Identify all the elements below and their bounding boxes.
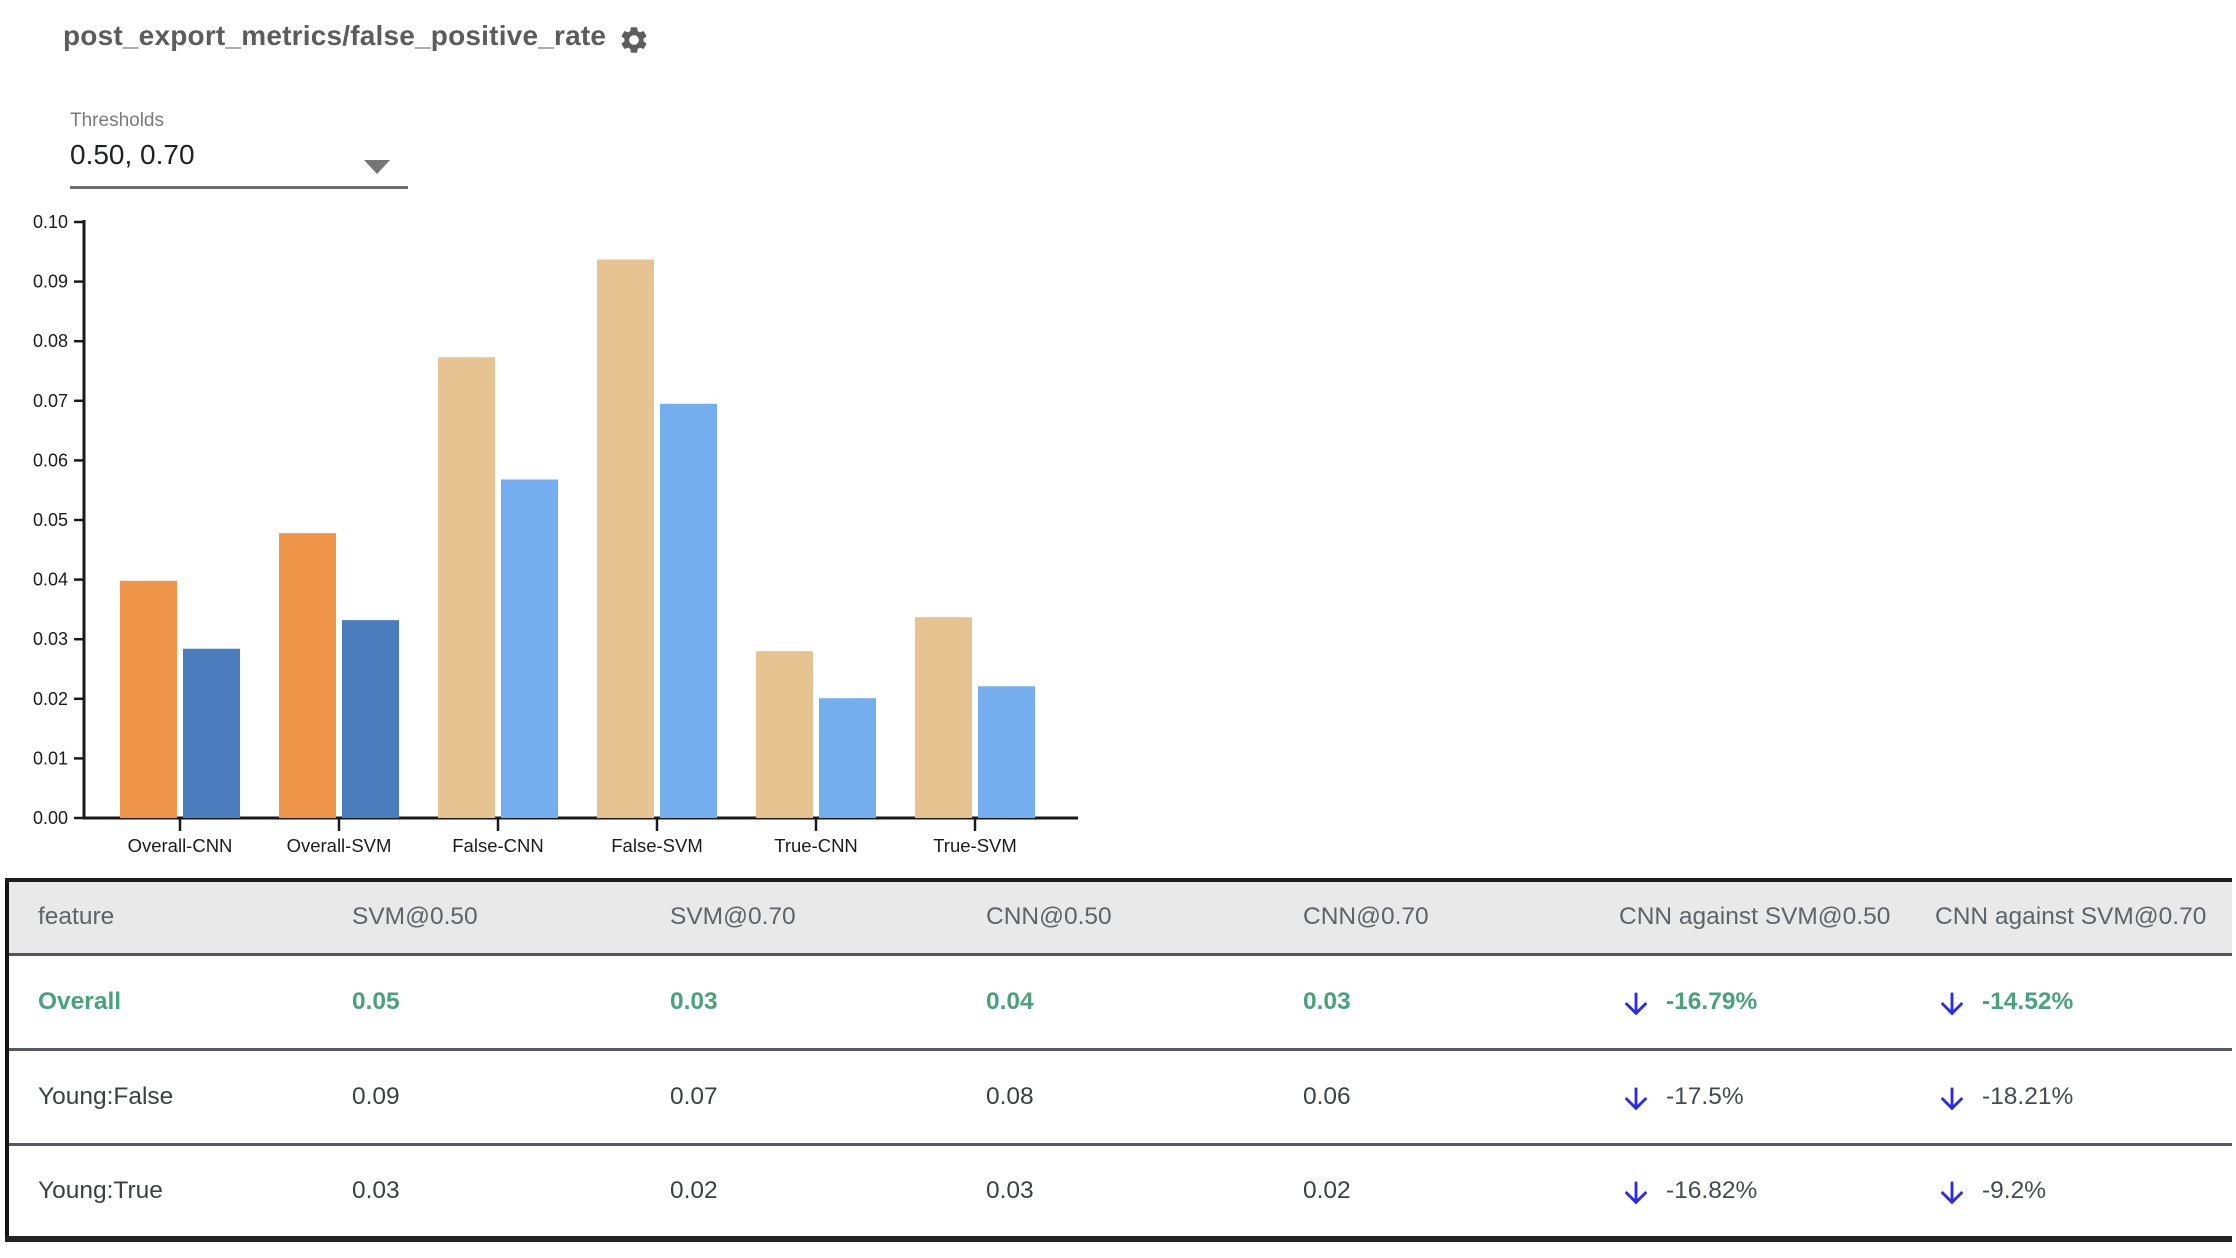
delta-cell: -9.2% — [1935, 1144, 2232, 1239]
bar-false-cnn-threshold0.70[interactable] — [501, 479, 558, 818]
value-cell: 0.03 — [352, 1176, 400, 1204]
value-cell: 0.02 — [670, 1176, 718, 1204]
table-row-young-true: Young:True 0.03 0.02 0.03 0.02 -16.82% -… — [7, 1144, 2232, 1239]
x-tick-label: False-SVM — [611, 835, 703, 856]
bar-chart[interactable]: 0.00 0.01 0.02 0.03 0.04 0.05 0.06 0.07 0.08 0.09… — [0, 200, 1130, 890]
bar-false-cnn-threshold0.50[interactable] — [438, 357, 495, 818]
y-tick-label: 0.03 — [33, 629, 68, 649]
bar-false-svm-threshold0.70[interactable] — [660, 403, 717, 818]
metrics-table: feature SVM@0.50 SVM@0.70 CNN@0.50 CNN@0… — [5, 878, 2232, 1242]
delta-cell: -16.82% — [1619, 1144, 1935, 1239]
feature-cell: Overall — [38, 987, 122, 1015]
bar-false-svm-threshold0.50[interactable] — [597, 259, 654, 819]
x-tick-label: True-SVM — [933, 835, 1017, 856]
down-arrow-icon — [1619, 987, 1653, 1021]
down-arrow-icon — [1935, 1082, 1969, 1116]
dropdown-underline — [70, 186, 408, 189]
column-header-feature: feature — [38, 903, 115, 931]
value-cell: 0.04 — [986, 987, 1034, 1015]
thresholds-label: Thresholds — [70, 110, 164, 131]
y-tick-label: 0.02 — [33, 689, 68, 709]
bar-overall-svm-threshold0.70[interactable] — [342, 620, 399, 818]
value-cell: 0.08 — [986, 1082, 1034, 1110]
column-header-cnn-vs-svm-070: CNN against SVM@0.70 — [1935, 903, 2207, 931]
chevron-down-icon — [364, 160, 390, 174]
value-cell: 0.03 — [670, 987, 718, 1015]
feature-cell: Young:False — [38, 1082, 174, 1110]
value-cell: 0.05 — [352, 987, 400, 1015]
value-cell: 0.03 — [1303, 987, 1351, 1015]
x-tick-label: Overall-SVM — [287, 835, 392, 856]
bar-true-cnn-threshold0.50[interactable] — [756, 651, 813, 818]
column-header-cnn-050: CNN@0.50 — [986, 903, 1112, 931]
table-row-overall: Overall 0.05 0.03 0.04 0.03 -16.79% -14.… — [7, 954, 2232, 1049]
feature-cell: Young:True — [38, 1176, 163, 1204]
value-cell: 0.02 — [1303, 1176, 1351, 1204]
bar-true-svm-threshold0.50[interactable] — [915, 617, 972, 818]
value-cell: 0.06 — [1303, 1082, 1351, 1110]
column-header-cnn-vs-svm-050: CNN against SVM@0.50 — [1619, 903, 1891, 931]
bar-true-svm-threshold0.70[interactable] — [978, 686, 1035, 818]
bar-true-cnn-threshold0.70[interactable] — [819, 698, 876, 818]
down-arrow-icon — [1935, 1176, 1969, 1210]
y-tick-label: 0.06 — [33, 450, 68, 470]
value-cell: 0.07 — [670, 1082, 718, 1110]
table-header-row: feature SVM@0.50 SVM@0.70 CNN@0.50 CNN@0… — [7, 880, 2232, 954]
column-header-cnn-070: CNN@0.70 — [1303, 903, 1429, 931]
x-tick-label: False-CNN — [452, 835, 543, 856]
down-arrow-icon — [1935, 987, 1969, 1021]
table-row-young-false: Young:False 0.09 0.07 0.08 0.06 -17.5% -… — [7, 1049, 2232, 1144]
bar-overall-cnn-threshold0.50[interactable] — [120, 580, 177, 818]
column-header-svm-050: SVM@0.50 — [352, 903, 478, 931]
value-cell: 0.09 — [352, 1082, 400, 1110]
delta-value: -17.5% — [1666, 1082, 1744, 1110]
x-tick-label: True-CNN — [774, 835, 858, 856]
thresholds-value: 0.50, 0.70 — [70, 139, 195, 170]
x-tick-label: Overall-CNN — [128, 835, 233, 856]
delta-cell: -14.52% — [1935, 954, 2232, 1049]
delta-value: -18.21% — [1982, 1082, 2074, 1110]
y-tick-label: 0.05 — [33, 510, 68, 530]
y-tick-label: 0.07 — [33, 391, 68, 411]
delta-cell: -16.79% — [1619, 954, 1935, 1049]
delta-value: -14.52% — [1982, 987, 2074, 1015]
delta-value: -9.2% — [1982, 1176, 2047, 1204]
bar-overall-cnn-threshold0.70[interactable] — [183, 648, 240, 818]
y-tick-label: 0.04 — [33, 570, 68, 590]
column-header-svm-070: SVM@0.70 — [670, 903, 796, 931]
settings-gear-icon[interactable] — [618, 24, 650, 56]
y-tick-label: 0.01 — [33, 748, 68, 768]
delta-cell: -17.5% — [1619, 1049, 1935, 1144]
delta-value: -16.79% — [1666, 987, 1758, 1015]
thresholds-select[interactable]: Thresholds 0.50, 0.70 — [70, 110, 408, 189]
down-arrow-icon — [1619, 1082, 1653, 1116]
delta-cell: -18.21% — [1935, 1049, 2232, 1144]
delta-value: -16.82% — [1666, 1176, 1758, 1204]
bar-overall-svm-threshold0.50[interactable] — [279, 533, 336, 818]
y-tick-label: 0.00 — [33, 808, 68, 828]
value-cell: 0.03 — [986, 1176, 1034, 1204]
y-tick-label: 0.08 — [33, 331, 68, 351]
metric-title: post_export_metrics/false_positive_rate — [63, 20, 607, 51]
y-tick-label: 0.10 — [33, 212, 68, 232]
bar-chart-svg[interactable]: 0.00 0.01 0.02 0.03 0.04 0.05 0.06 0.07 0.08 0.09… — [0, 200, 1130, 890]
down-arrow-icon — [1619, 1176, 1653, 1210]
y-tick-label: 0.09 — [33, 272, 68, 292]
